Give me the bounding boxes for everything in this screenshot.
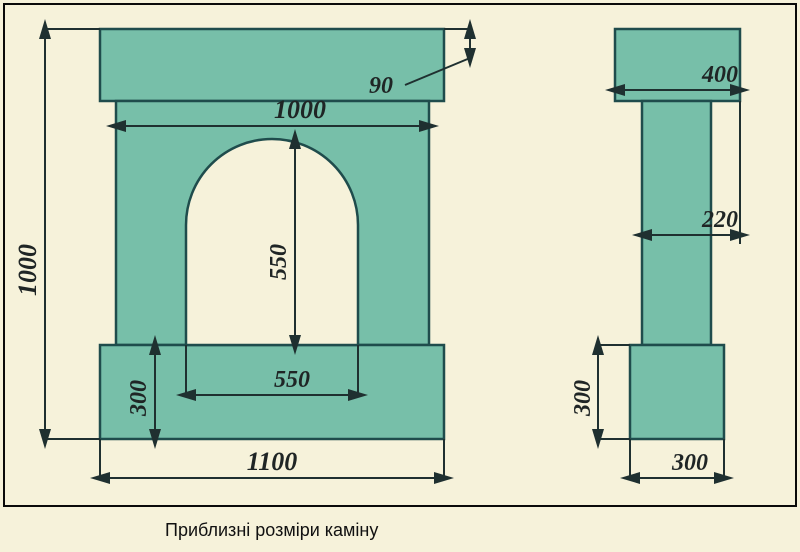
dim-label-arch-h-550: 550	[266, 244, 292, 280]
front-arch-opening	[186, 139, 358, 345]
dim-label-mantel-h-90: 90	[369, 73, 393, 99]
dim-base-w-1100: 1100	[100, 439, 444, 478]
dim-label-arch-w-550: 550	[274, 367, 310, 393]
dim-height-1000: 1000	[13, 29, 100, 439]
dim-side-base-w-300: 300	[630, 439, 724, 478]
dim-label-body-w-1000: 1000	[274, 95, 326, 124]
caption: Приблизні розміри каміну	[165, 520, 378, 541]
side-base	[630, 345, 724, 439]
dim-label-side-base-h-300: 300	[570, 380, 596, 417]
dim-label-base-w-1100: 1100	[247, 447, 298, 476]
dim-label-side-body-w-220: 220	[701, 207, 738, 233]
dim-label-height-1000: 1000	[13, 244, 42, 296]
dim-label-side-base-w-300: 300	[671, 450, 708, 476]
dim-label-base-h-300: 300	[126, 380, 152, 417]
side-body	[642, 101, 711, 345]
dim-label-side-mantel-w-400: 400	[701, 62, 738, 88]
dim-side-base-h-300: 300	[570, 345, 630, 439]
